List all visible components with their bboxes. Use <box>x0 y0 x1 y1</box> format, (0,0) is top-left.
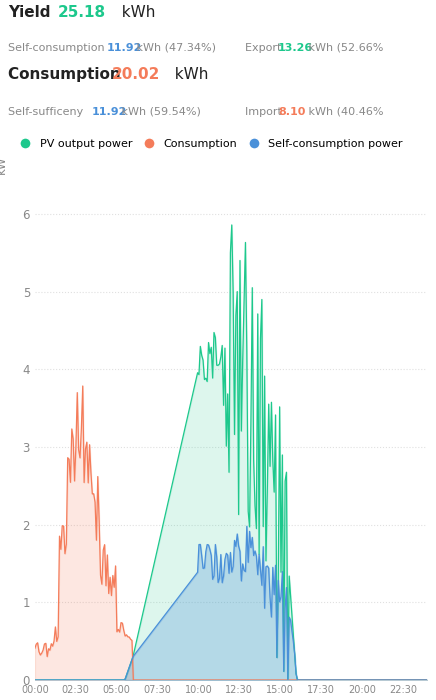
Text: Import: Import <box>245 107 286 117</box>
Y-axis label: kW: kW <box>0 155 7 174</box>
Text: kWh: kWh <box>112 5 155 20</box>
Text: 11.92: 11.92 <box>92 107 127 117</box>
Text: Yield: Yield <box>8 5 56 20</box>
Text: kWh (52.66%: kWh (52.66% <box>305 43 383 53</box>
Text: Export: Export <box>245 43 285 53</box>
Text: kWh (40.46%: kWh (40.46% <box>305 107 384 117</box>
Text: Consumption: Consumption <box>8 67 126 82</box>
Text: kWh (47.34%): kWh (47.34%) <box>133 43 216 53</box>
Text: 8.10: 8.10 <box>278 107 305 117</box>
Text: 13.26: 13.26 <box>278 43 313 53</box>
Text: 11.92: 11.92 <box>107 43 143 53</box>
Text: Self-sufficeny: Self-sufficeny <box>8 107 87 117</box>
Text: 20.02: 20.02 <box>112 67 160 82</box>
Text: kWh (59.54%): kWh (59.54%) <box>118 107 201 117</box>
Text: 25.18: 25.18 <box>58 5 106 20</box>
Text: kWh: kWh <box>165 67 208 82</box>
Legend: PV output power, Consumption, Self-consumption power: PV output power, Consumption, Self-consu… <box>10 134 407 153</box>
Text: Self-consumption: Self-consumption <box>8 43 108 53</box>
